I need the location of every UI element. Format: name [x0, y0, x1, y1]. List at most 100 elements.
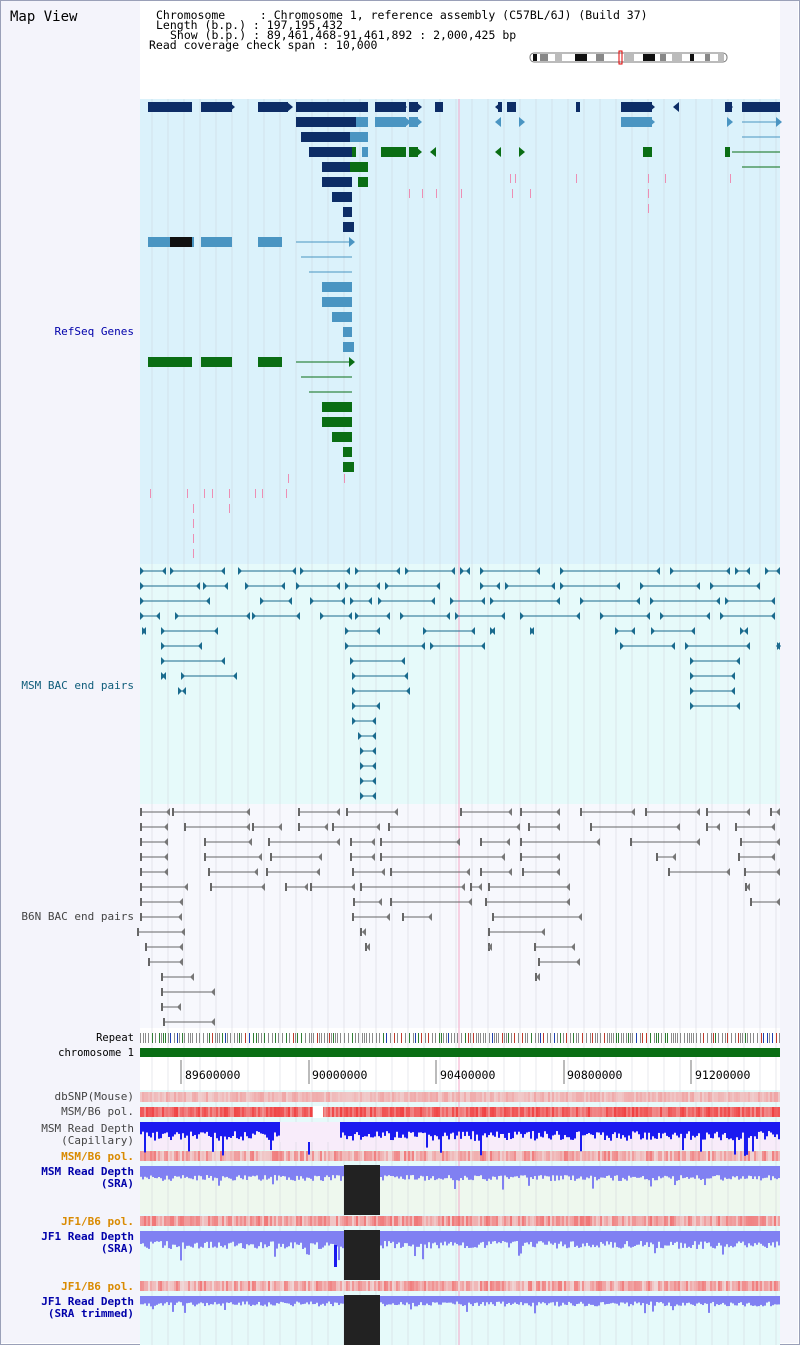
repeat-element: [673, 1033, 674, 1043]
polymorphism-cell: [342, 1107, 344, 1117]
track-label-msm-bac[interactable]: MSM BAC end pairs: [21, 679, 134, 692]
polymorphism-cell: [196, 1107, 198, 1117]
bac-end: [182, 687, 186, 695]
bac-end: [676, 823, 680, 831]
read-depth-bar: [532, 1122, 534, 1132]
track-label-jf1-b6-pol[interactable]: JF1/B6 pol.: [61, 1215, 134, 1228]
bac-end: [401, 657, 405, 665]
track-label-b6n-bac[interactable]: B6N BAC end pairs: [21, 910, 134, 923]
repeat-element: [278, 1033, 279, 1043]
polymorphism-cell: [430, 1281, 432, 1291]
bac-end: [304, 883, 308, 891]
read-depth-bar: [664, 1231, 666, 1246]
read-depth-bar: [228, 1122, 230, 1138]
track-label-msm-b6-pol-2[interactable]: MSM/B6 pol.: [61, 1150, 134, 1163]
read-depth-bar: [538, 1231, 540, 1242]
polymorphism-cell: [394, 1107, 396, 1117]
polymorphism-cell: [270, 1092, 272, 1102]
polymorphism-cell: [316, 1151, 318, 1161]
polymorphism-cell: [206, 1092, 208, 1102]
read-depth-bar: [500, 1231, 502, 1244]
read-depth-bar: [218, 1122, 220, 1141]
track-label-dbsnp[interactable]: dbSNP(Mouse): [54, 1090, 134, 1103]
read-depth-bar: [286, 1296, 288, 1304]
gene-exon: [375, 102, 406, 112]
polymorphism-cell: [714, 1216, 716, 1226]
polymorphism-cell: [468, 1281, 470, 1291]
read-depth-bar: [730, 1231, 732, 1246]
read-depth-bar: [636, 1122, 638, 1132]
polymorphism-cell: [496, 1216, 498, 1226]
track-label-jf1-b6-pol-2[interactable]: JF1/B6 pol.: [61, 1280, 134, 1293]
track-label-chromosome[interactable]: chromosome 1: [58, 1047, 134, 1059]
polymorphism-cell: [178, 1107, 180, 1117]
read-depth-bar: [172, 1296, 174, 1312]
bac-end: [456, 838, 460, 846]
read-depth-bar: [570, 1166, 572, 1181]
read-depth-bar: [270, 1166, 272, 1177]
read-depth-bar: [684, 1166, 686, 1178]
track-label-jf1-depth-trimmed[interactable]: JF1 Read Depth (SRA trimmed): [41, 1296, 134, 1320]
polymorphism-cell: [390, 1151, 392, 1161]
read-depth-bar: [156, 1122, 158, 1132]
polymorphism-cell: [424, 1216, 426, 1226]
polymorphism-cell: [522, 1107, 524, 1117]
repeat-element: [626, 1033, 627, 1043]
polymorphism-cell: [620, 1107, 622, 1117]
polymorphism-cell: [746, 1281, 748, 1291]
read-depth-bar: [592, 1231, 594, 1245]
track-label-msm-b6-pol[interactable]: MSM/B6 pol.: [61, 1105, 134, 1118]
read-depth-bar: [778, 1296, 780, 1305]
chromosome-ideogram[interactable]: [529, 50, 728, 65]
snp-tick: [730, 174, 731, 183]
polymorphism-cell: [456, 1216, 458, 1226]
read-depth-bar: [458, 1122, 460, 1132]
polymorphism-cell: [708, 1092, 710, 1102]
polymorphism-cell: [468, 1092, 470, 1102]
read-depth-bar: [742, 1122, 744, 1133]
track-label-repeat[interactable]: Repeat: [96, 1032, 134, 1044]
read-depth-bar: [348, 1122, 350, 1137]
polymorphism-cell: [602, 1092, 604, 1102]
read-depth-bar: [386, 1231, 388, 1247]
read-depth-bar: [650, 1166, 652, 1187]
read-depth-bar: [462, 1296, 464, 1306]
repeat-element: [592, 1033, 593, 1043]
read-depth-bar: [708, 1231, 710, 1243]
bac-end: [696, 838, 700, 846]
snp-tick: [422, 189, 423, 198]
polymorphism-cell: [490, 1092, 492, 1102]
read-depth-bar: [382, 1122, 384, 1133]
read-depth-bar: [526, 1166, 528, 1178]
track-label-refseq[interactable]: RefSeq Genes: [54, 325, 134, 338]
bac-end: [140, 823, 142, 831]
read-depth-bar: [394, 1231, 396, 1249]
polymorphism-cell: [464, 1151, 466, 1161]
polymorphism-cell: [648, 1151, 650, 1161]
polymorphism-cell: [364, 1092, 366, 1102]
read-depth-bar: [498, 1296, 500, 1302]
read-depth-bar: [694, 1231, 696, 1242]
polymorphism-cell: [210, 1151, 212, 1161]
polymorphism-cell: [678, 1151, 680, 1161]
polymorphism-cell: [504, 1092, 506, 1102]
read-depth-bar: [212, 1296, 214, 1305]
repeat-element: [358, 1033, 359, 1043]
read-depth-bar: [292, 1166, 294, 1181]
polymorphism-cell: [212, 1151, 214, 1161]
track-label-jf1-depth-sra[interactable]: JF1 Read Depth (SRA): [41, 1231, 134, 1255]
read-depth-bar: [398, 1296, 400, 1305]
polymorphism-cell: [654, 1092, 656, 1102]
jf1-depth-sra-line2: (SRA): [100, 1242, 134, 1255]
track-label-msm-depth-sra[interactable]: MSM Read Depth (SRA): [41, 1166, 134, 1190]
polymorphism-cell: [434, 1281, 436, 1291]
polymorphism-cell: [584, 1092, 586, 1102]
polymorphism-cell: [446, 1281, 448, 1291]
track-label-msm-depth-capillary[interactable]: MSM Read Depth (Capillary): [41, 1123, 134, 1147]
read-depth-bar: [634, 1296, 636, 1302]
polymorphism-cell: [526, 1107, 528, 1117]
polymorphism-cell: [300, 1107, 302, 1117]
repeat-element: [776, 1033, 777, 1043]
bac-end: [696, 582, 700, 590]
